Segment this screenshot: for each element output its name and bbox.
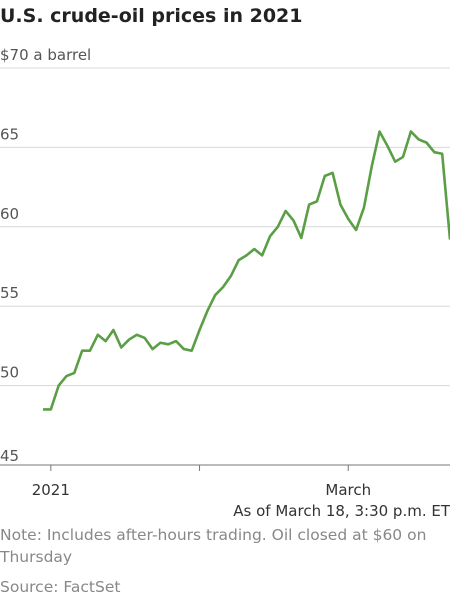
y-tick-label: 55 [0,284,19,302]
note: Note: Includes after-hours trading. Oil … [0,526,427,566]
y-tick-label: 45 [0,447,19,465]
x-tick-label: March [325,481,371,499]
chart-title: U.S. crude-oil prices in 2021 [0,5,302,27]
x-tick-label: 2021 [32,481,70,499]
source: Source: FactSet [0,578,121,596]
annotation: As of March 18, 3:30 p.m. ET [233,502,450,520]
y-tick-label: 65 [0,125,19,143]
line [43,130,450,411]
y-tick-label: 50 [0,364,19,382]
chart: U.S. crude-oil prices in 2021 As of Marc… [0,5,450,520]
y-tick-label: 60 [0,205,19,223]
y-tick-label: $70 a barrel [0,46,91,64]
